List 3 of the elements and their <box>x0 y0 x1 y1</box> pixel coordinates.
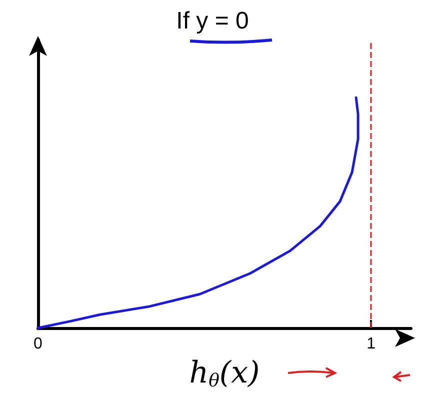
chart-title: If y = 0 <box>176 8 249 34</box>
x-tick-label: 0 <box>34 336 43 352</box>
x-tick-label: 1 <box>366 336 376 352</box>
